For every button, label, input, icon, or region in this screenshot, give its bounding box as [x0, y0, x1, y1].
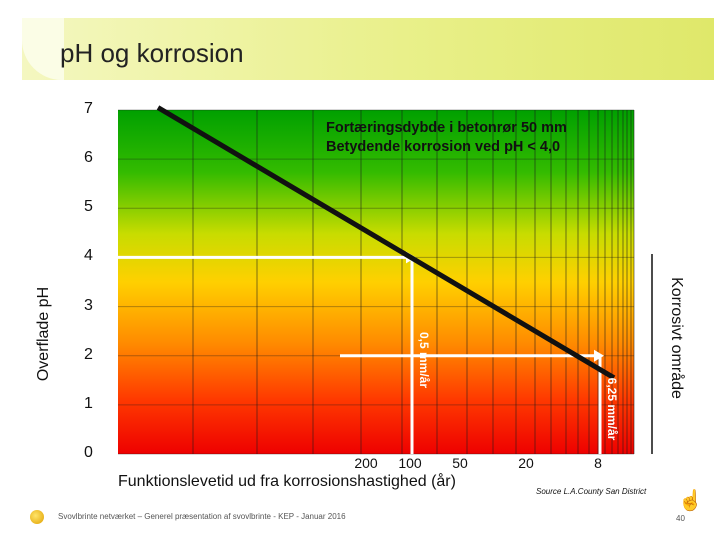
- annotation: Fortæringsdybde i betonrør 50 mm Betyden…: [326, 119, 567, 157]
- right-axis-label: Korrosivt område: [668, 277, 685, 399]
- hand-pointer-icon[interactable]: ☝: [678, 490, 703, 512]
- grid: [118, 109, 635, 455]
- logo-icon: [30, 510, 44, 524]
- footer-text: Svovlbrinte netværket – Generel præsenta…: [58, 512, 346, 521]
- y-axis-label: Overflade pH: [35, 286, 52, 382]
- x-axis-label: Funktionslevetid ud fra korrosionshastig…: [118, 473, 456, 490]
- y-tick-label: 5: [84, 198, 93, 216]
- marker-arrowhead: [594, 349, 604, 362]
- page-title: pH og korrosion: [60, 38, 244, 68]
- title-banner: [22, 18, 714, 80]
- page-number: 40: [676, 514, 685, 523]
- source-text: Source L.A.County San District: [536, 487, 647, 496]
- x-tick-label: 100: [398, 455, 422, 471]
- y-tick-label: 6: [84, 149, 93, 167]
- annotation-line-2: Betydende korrosion ved pH < 4,0: [326, 139, 561, 155]
- y-tick-label: 3: [84, 296, 93, 314]
- annotation-line-1: Fortæringsdybde i betonrør 50 mm: [326, 120, 567, 136]
- plot-area: [118, 110, 634, 454]
- marker-label-6-25: 6,25 mm/år: [605, 377, 619, 441]
- y-tick-label: 1: [84, 394, 93, 412]
- x-tick-label: 50: [452, 455, 468, 471]
- x-tick-label: 200: [354, 455, 378, 471]
- marker-label-0-5: 0,5 mm/år: [417, 331, 431, 388]
- y-tick-label: 0: [84, 444, 93, 461]
- x-tick-label: 20: [518, 455, 534, 471]
- y-tick-label: 4: [84, 247, 93, 265]
- trend-line: [156, 105, 616, 380]
- y-tick-label: 2: [84, 345, 93, 363]
- x-tick-label: 8: [594, 455, 602, 471]
- y-tick-label: 7: [84, 100, 93, 117]
